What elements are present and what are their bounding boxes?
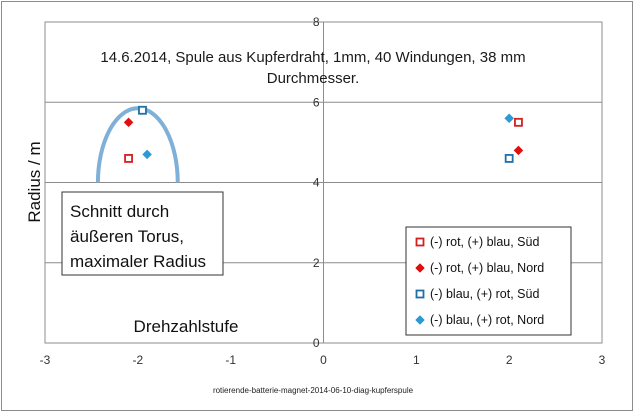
y-tick-label: 0: [313, 336, 320, 350]
legend-marker: [415, 263, 425, 273]
y-tick-labels: 0 2 4 6 8: [313, 15, 320, 350]
legend-label-2: (-) rot, (+) blau, Nord: [430, 261, 544, 275]
annotation-line-2: äußeren Torus,: [70, 227, 184, 246]
legend: (-) rot, (+) blau, Süd (-) rot, (+) blau…: [405, 226, 572, 336]
torus-cross-section-arc: [95, 106, 180, 183]
annotation-line-1: Schnitt durch: [70, 202, 169, 221]
legend-label-1: (-) rot, (+) blau, Süd: [430, 235, 539, 249]
y-tick-label: 6: [313, 95, 320, 109]
data-point: [142, 149, 152, 160]
x-tick-label: -1: [225, 353, 236, 367]
x-axis-label: Drehzahlstufe: [134, 317, 239, 336]
x-tick-labels: -3 -2 -1 0 1 2 3: [40, 353, 606, 367]
y-axis-label: Radius / m: [25, 141, 44, 222]
legend-marker: [415, 289, 425, 299]
chart-title-line-2: Durchmesser.: [267, 70, 360, 87]
legend-label-3: (-) blau, (+) rot, Süd: [430, 287, 539, 301]
data-points: [123, 105, 524, 163]
chart-title-line-1: 14.6.2014, Spule aus Kupferdraht, 1mm, 4…: [100, 49, 525, 66]
y-tick-label: 2: [313, 256, 320, 270]
legend-label-4: (-) blau, (+) rot, Nord: [430, 313, 544, 327]
annotation-line-3: maximaler Radius: [70, 252, 206, 271]
data-point: [504, 113, 515, 124]
x-tick-label: 1: [413, 353, 420, 367]
data-point: [513, 145, 524, 156]
x-tick-label: -2: [132, 353, 143, 367]
data-point: [138, 105, 147, 115]
x-tick-label: -3: [40, 353, 51, 367]
legend-marker: [415, 315, 425, 325]
legend-marker: [415, 237, 425, 247]
annotation-border: [61, 191, 224, 276]
footer-filename: rotierende-batterie-magnet-2014-06-10-di…: [213, 386, 414, 395]
data-point: [124, 154, 133, 163]
data-point: [123, 117, 134, 128]
x-tick-label: 0: [320, 353, 327, 367]
y-tick-label: 4: [313, 176, 320, 190]
data-point: [514, 117, 523, 127]
legend-border: [405, 226, 572, 336]
data-point: [504, 154, 514, 163]
x-tick-label: 3: [599, 353, 606, 367]
y-tick-label: 8: [313, 15, 320, 29]
annotation-box: Schnitt durch äußeren Torus, maximaler R…: [61, 191, 224, 276]
legend-markers: [415, 237, 425, 325]
x-tick-label: 2: [506, 353, 513, 367]
